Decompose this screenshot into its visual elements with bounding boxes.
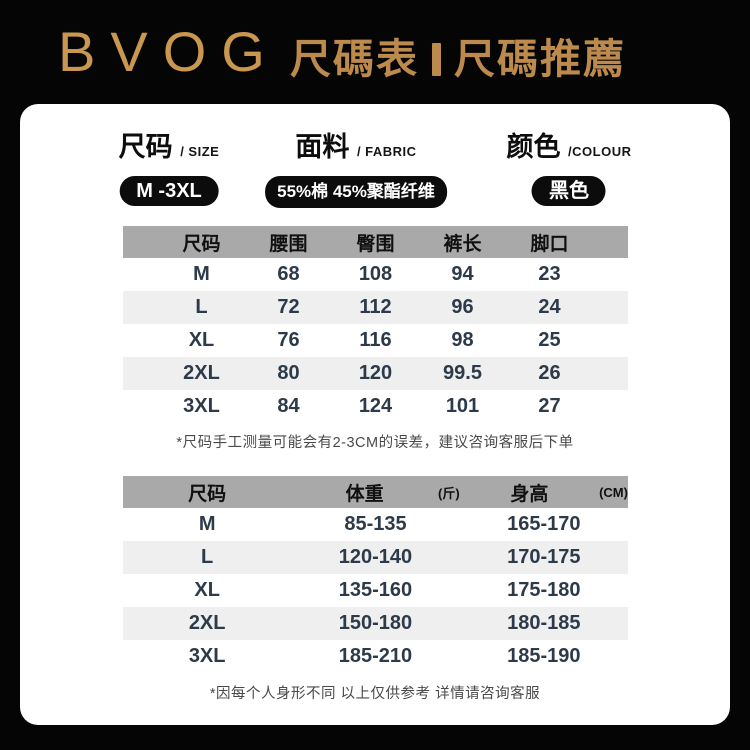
measurement-table-header: 尺码 腰围 臀围 裤长 脚口 [123, 226, 628, 258]
table-cell: 76 [277, 329, 300, 351]
table-row: XL 135-160 175-180 [123, 574, 628, 607]
spec-size-zh: 尺码 [118, 132, 173, 162]
table-cell: 108 [358, 263, 393, 285]
table-cell: 101 [445, 395, 480, 417]
size-range-badge: M -3XL [119, 176, 219, 206]
table-cell: L [201, 546, 214, 568]
table-row: 3XL 185-210 185-190 [123, 640, 628, 673]
spec-fabric-en: / FABRIC [356, 144, 417, 159]
table-cell: 170-175 [507, 546, 581, 568]
measurement-note: *尺码手工测量可能会有2-3CM的误差，建议咨询客服后下单 [176, 435, 574, 451]
table-cell: 185-210 [338, 645, 413, 667]
table-cell: XL [194, 579, 220, 601]
spec-colour-label: 颜色 /COLOUR [507, 131, 632, 168]
spec-colour: 颜色 /COLOUR 黑色 [507, 131, 632, 206]
table-cell: 99.5 [443, 362, 482, 384]
table-cell: 80 [277, 362, 300, 384]
table-cell: 165-170 [507, 513, 581, 535]
table-cell: 120 [358, 362, 393, 384]
table-cell: 112 [359, 296, 392, 318]
spec-colour-zh: 颜色 [506, 132, 561, 162]
table-cell: 26 [538, 362, 561, 384]
table-row: 2XL 150-180 180-185 [123, 607, 628, 640]
table-cell: 124 [358, 395, 393, 417]
title-separator-bar [432, 43, 441, 76]
table-cell: 2XL [188, 612, 226, 634]
column-header: 脚口 [530, 233, 569, 255]
spec-colour-en: /COLOUR [568, 144, 632, 159]
table-cell: 72 [277, 296, 300, 318]
table-row: M 68 108 94 23 [123, 258, 628, 291]
table-row: L 72 112 96 24 [123, 291, 628, 324]
title-left: 尺碼表 [290, 35, 419, 83]
table-cell: 175-180 [507, 579, 581, 601]
content-card: 尺码 / SIZE M -3XL 面料 / FABRIC 55%棉 45%聚酯纤… [20, 104, 730, 725]
spec-fabric-label: 面料 / FABRIC [265, 131, 447, 168]
table-cell: 135-160 [338, 579, 413, 601]
table-row: L 120-140 170-175 [123, 541, 628, 574]
table-cell: 84 [277, 395, 300, 417]
table-cell: 2XL [183, 362, 220, 384]
table-cell: 3XL [183, 395, 220, 417]
table-cell: 23 [538, 263, 561, 285]
spec-size-label: 尺码 / SIZE [119, 131, 220, 168]
table-cell: 68 [277, 263, 300, 285]
table-cell: 96 [451, 296, 474, 318]
column-header: 臀围 [356, 233, 395, 255]
column-header: 身高 (CM) [510, 483, 628, 505]
table-cell: 98 [451, 329, 474, 351]
table-cell: 24 [538, 296, 561, 318]
brand-logo: BVOG [58, 20, 280, 83]
table-cell: M [193, 263, 210, 285]
table-cell: 25 [538, 329, 561, 351]
page-title: 尺碼表 尺碼推薦 [290, 36, 626, 82]
column-header: 尺码 [182, 233, 221, 255]
fit-table-header: 尺码 体重 (斤) 身高 (CM) [123, 476, 628, 508]
table-cell: 180-185 [507, 612, 581, 634]
spec-fabric: 面料 / FABRIC 55%棉 45%聚酯纤维 [265, 131, 447, 208]
table-cell: 3XL [188, 645, 226, 667]
table-row: 2XL 80 120 99.5 26 [123, 357, 628, 390]
table-row: XL 76 116 98 25 [123, 324, 628, 357]
table-cell: L [195, 296, 208, 318]
header: BVOG 尺碼表 尺碼推薦 [0, 0, 750, 104]
table-cell: 27 [538, 395, 561, 417]
column-header: 体重 (斤) [345, 483, 460, 505]
spec-size-en: / SIZE [180, 144, 220, 159]
table-cell: 150-180 [338, 612, 413, 634]
spec-fabric-zh: 面料 [295, 132, 350, 162]
colour-badge: 黑色 [532, 176, 606, 206]
fit-note: *因每个人身形不同 以上仅供参考 详情请咨询客服 [209, 686, 541, 702]
table-cell: M [198, 513, 216, 535]
spec-size: 尺码 / SIZE M -3XL [119, 131, 220, 206]
table-cell: XL [188, 329, 215, 351]
measurement-table: 尺码 腰围 臀围 裤长 脚口 M 68 108 94 23 L 72 112 9… [123, 226, 628, 423]
column-header: 裤长 [443, 233, 482, 255]
fabric-badge: 55%棉 45%聚酯纤维 [265, 176, 447, 208]
table-row: M 85-135 165-170 [123, 508, 628, 541]
title-right: 尺碼推薦 [454, 35, 626, 83]
column-header: 腰围 [269, 233, 308, 255]
table-cell: 85-135 [344, 513, 407, 535]
table-row: 3XL 84 124 101 27 [123, 390, 628, 423]
column-header: 尺码 [188, 483, 227, 505]
table-cell: 120-140 [338, 546, 413, 568]
table-cell: 94 [451, 263, 474, 285]
table-cell: 185-190 [507, 645, 581, 667]
fit-table: 尺码 体重 (斤) 身高 (CM) M 85-135 165-170 L 120-1… [123, 476, 628, 673]
table-cell: 116 [359, 329, 392, 351]
